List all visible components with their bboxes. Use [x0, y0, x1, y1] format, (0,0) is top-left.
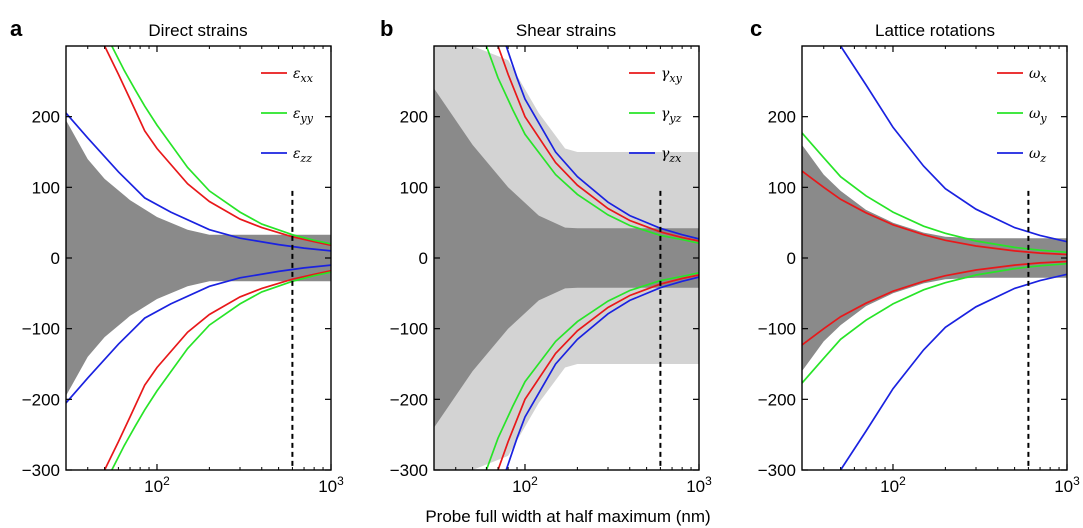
y-tick-label: 0 — [51, 249, 60, 268]
y-tick-label: −200 — [758, 390, 796, 409]
series-line-x-lower — [802, 260, 1067, 346]
series-line-zx-lower — [505, 276, 699, 470]
y-tick-label: −300 — [22, 461, 60, 480]
series-line-zz-lower — [66, 264, 331, 404]
series-line-yz-lower — [485, 271, 699, 470]
series-line-yy-lower — [111, 271, 331, 470]
legend-label-xx: εxx — [293, 66, 314, 85]
x-tick-label: 103 — [686, 474, 712, 496]
legend-label-xy: γxy — [661, 66, 683, 85]
y-tick-label: −100 — [22, 320, 60, 339]
legend-label-zz: εzz — [293, 146, 312, 165]
x-tick-label: 103 — [318, 474, 344, 496]
x-tick-label: 103 — [1054, 474, 1080, 496]
panel-title: Direct strains — [148, 21, 247, 40]
x-tick-label: 102 — [144, 474, 170, 496]
series-line-xx-lower — [103, 269, 331, 470]
series-line-y-upper — [802, 132, 1067, 254]
y-tick-label: 200 — [400, 108, 428, 127]
legend-label-zx: γzx — [661, 146, 682, 165]
legend-label-yz: γyz — [661, 106, 682, 125]
y-tick-label: −100 — [758, 320, 796, 339]
panel-a: −300 −200 −100 0 100 200 102 103 a Direct strains… — [10, 16, 344, 496]
y-tick-label: −300 — [758, 461, 796, 480]
x-axis-label: Probe full width at half maximum (nm) — [425, 507, 710, 526]
series-line-zx-upper — [505, 46, 699, 240]
panel-letter: c — [750, 16, 762, 41]
series-line-y-lower — [802, 262, 1067, 384]
panel-b: −300 −200 −100 0 100 200 102 103 b Shear strains γ… — [380, 16, 712, 496]
series-line-xy-upper — [497, 46, 699, 242]
panel-letter: b — [380, 16, 393, 41]
y-tick-label: −100 — [390, 320, 428, 339]
band-1 — [66, 120, 331, 396]
series-line-x-upper — [802, 170, 1067, 256]
y-tick-label: −200 — [22, 390, 60, 409]
y-tick-label: −300 — [390, 461, 428, 480]
y-tick-label: 0 — [419, 249, 428, 268]
series-line-zz-upper — [66, 112, 331, 252]
panel-letter: a — [10, 16, 23, 41]
band-1 — [802, 144, 1067, 372]
series-line-yy-upper — [111, 46, 331, 245]
plot-area — [434, 46, 699, 470]
y-tick-label: −200 — [390, 390, 428, 409]
panel-c: −300 −200 −100 0 100 200 102 103 c Lattice rotati… — [750, 16, 1080, 496]
band-2 — [434, 88, 699, 428]
legend-label-x: ωx — [1029, 66, 1047, 85]
x-tick-label: 102 — [880, 474, 906, 496]
series-line-z-upper — [839, 46, 1067, 243]
panel-title: Lattice rotations — [875, 21, 995, 40]
x-tick-label: 102 — [512, 474, 538, 496]
series-line-xy-lower — [497, 274, 699, 470]
y-tick-label: 100 — [32, 178, 60, 197]
plot-area — [802, 46, 1067, 470]
series-line-yz-upper — [485, 46, 699, 245]
panel-title: Shear strains — [516, 21, 616, 40]
plot-area — [66, 46, 331, 470]
y-tick-label: 200 — [32, 108, 60, 127]
series-line-xx-upper — [103, 46, 331, 247]
series-line-z-lower — [839, 273, 1067, 470]
legend-label-y: ωy — [1029, 106, 1047, 125]
legend-label-z: ωz — [1029, 146, 1046, 165]
y-tick-label: 200 — [768, 108, 796, 127]
y-tick-label: 0 — [787, 249, 796, 268]
legend-label-yy: εyy — [293, 106, 314, 125]
y-tick-label: 100 — [768, 178, 796, 197]
y-tick-label: 100 — [400, 178, 428, 197]
